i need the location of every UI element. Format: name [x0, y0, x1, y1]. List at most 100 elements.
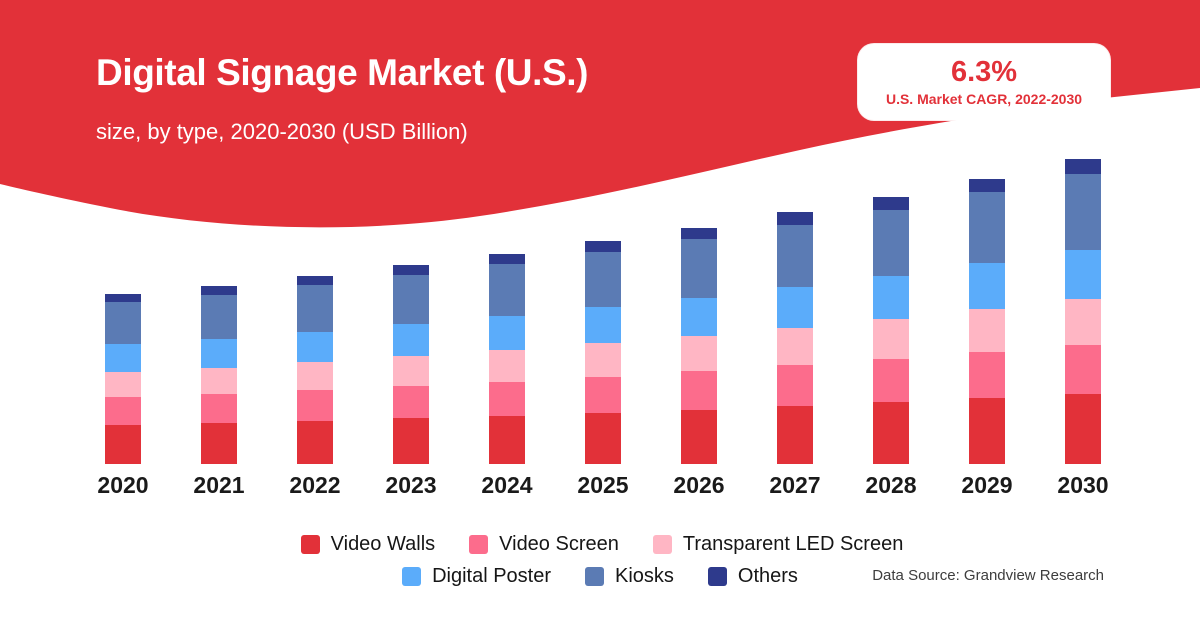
bar-segment: [1065, 173, 1101, 250]
bar-stack: [105, 293, 141, 464]
bar-segment: [777, 405, 813, 464]
x-axis-label: 2025: [577, 472, 629, 498]
bar-segment: [393, 356, 429, 387]
bar-segment: [585, 240, 621, 252]
legend-swatch-icon: [402, 566, 422, 586]
bar-segment: [777, 224, 813, 287]
x-axis-label: 2024: [481, 472, 533, 498]
bar-segment: [1065, 249, 1101, 299]
bar-stack: [393, 265, 429, 464]
legend-swatch-icon: [652, 534, 672, 554]
bar-segment: [297, 362, 333, 391]
bar-segment: [105, 344, 141, 372]
bar-segment: [681, 239, 717, 298]
bar-segment: [201, 394, 237, 424]
bar-segment: [489, 316, 525, 351]
bar-stack: [681, 227, 717, 464]
bar-segment: [1065, 298, 1101, 345]
bar-segment: [297, 331, 333, 363]
x-axis-label: 2022: [289, 472, 341, 498]
bar-segment: [585, 342, 621, 377]
legend-swatch-icon: [469, 534, 489, 554]
bar-segment: [297, 285, 333, 332]
bar-stack: [297, 276, 333, 464]
legend-item: Transparent LED Screen: [652, 533, 903, 556]
bar-segment: [105, 424, 141, 464]
bar-segment: [969, 309, 1005, 353]
bar-segment: [297, 390, 333, 421]
bar-segment: [777, 212, 813, 225]
bar-segment: [873, 319, 909, 360]
bar-segment: [873, 209, 909, 277]
x-axis-label: 2028: [865, 472, 917, 498]
bar-segment: [393, 418, 429, 464]
bar-segment: [777, 286, 813, 328]
x-axis-label: 2027: [769, 472, 821, 498]
cagr-value: 6.3%: [950, 56, 1018, 88]
x-axis-label: 2020: [97, 472, 149, 498]
legend-row-1: Video Walls Video Screen Transparent LED S…: [0, 528, 1200, 560]
bar-segment: [105, 371, 141, 398]
bar-segment: [1065, 159, 1101, 174]
bar-segment: [969, 398, 1005, 464]
bar-segment: [489, 381, 525, 416]
cagr-label: U.S. Market CAGR, 2022-2030: [885, 91, 1083, 107]
bar-stack: [777, 212, 813, 464]
legend-label: Digital Poster: [432, 564, 551, 587]
bar-segment: [201, 338, 237, 368]
bar-segment: [105, 301, 141, 345]
x-axis-label: 2021: [193, 472, 245, 498]
bar-segment: [1065, 393, 1101, 464]
chart-legend: Video Walls Video Screen Transparent LED S…: [0, 528, 1200, 592]
legend-label: Others: [737, 564, 798, 587]
bar-stack: [873, 196, 909, 464]
bar-stack: [969, 178, 1005, 464]
bar-stack: [201, 286, 237, 464]
legend-label: Video Walls: [330, 532, 436, 555]
bar-segment: [681, 409, 717, 464]
legend-label: Video Screen: [499, 532, 619, 555]
bar-segment: [393, 265, 429, 276]
bar-segment: [585, 412, 621, 464]
x-axis-label: 2026: [673, 472, 725, 498]
bar-segment: [489, 350, 525, 382]
page-subtitle: size, by type, 2020-2030 (USD Billion): [96, 118, 468, 144]
legend-item: Others: [707, 564, 798, 588]
bar-segment: [201, 367, 237, 395]
x-axis-label: 2023: [385, 472, 437, 498]
bar-stack: [585, 240, 621, 464]
legend-swatch-icon: [585, 566, 604, 586]
bar-segment: [777, 327, 813, 366]
bar-segment: [873, 196, 909, 210]
bar-segment: [681, 371, 717, 410]
legend-row-2: Digital Poster Kiosks Others: [0, 560, 1200, 592]
legend-item: Digital Poster: [402, 565, 551, 588]
bar-segment: [681, 335, 717, 372]
bar-segment: [1065, 344, 1101, 394]
header-text-block: Digital Signage Market (U.S.) size, by t…: [96, 52, 588, 145]
legend-item: Kiosks: [585, 565, 674, 588]
data-source-note: Data Source: Grandview Research: [872, 567, 1104, 584]
legend-item: Video Walls: [300, 532, 436, 556]
bar-segment: [873, 402, 909, 464]
bar-segment: [489, 415, 525, 464]
bar-segment: [201, 423, 237, 464]
bar-segment: [393, 324, 429, 357]
legend-swatch-icon: [300, 534, 320, 554]
bar-segment: [873, 359, 909, 403]
legend-item: Video Screen: [469, 533, 619, 556]
cagr-badge: 6.3% U.S. Market CAGR, 2022-2030: [858, 44, 1110, 120]
bar-segment: [489, 253, 525, 265]
bar-segment: [297, 276, 333, 286]
bar-segment: [969, 352, 1005, 399]
bar-stack: [489, 253, 525, 464]
bar-segment: [585, 376, 621, 413]
bar-segment: [201, 294, 237, 339]
x-axis-label: 2029: [961, 472, 1013, 498]
bar-segment: [105, 397, 141, 425]
bar-segment: [105, 293, 141, 302]
bar-segment: [681, 227, 717, 240]
bar-segment: [585, 251, 621, 307]
